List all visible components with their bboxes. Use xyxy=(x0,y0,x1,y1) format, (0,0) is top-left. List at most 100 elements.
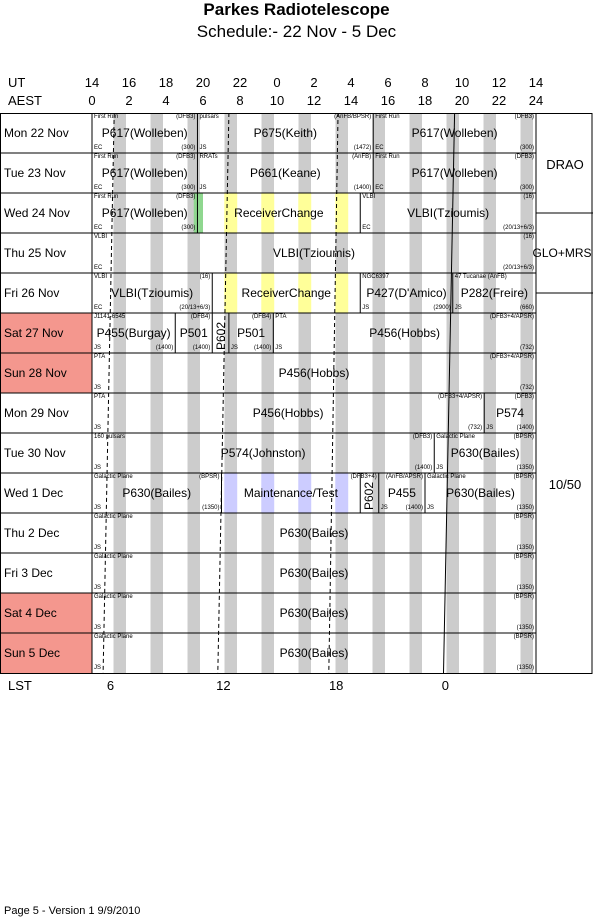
block-note-bottom-right: (1472) xyxy=(353,145,372,151)
block-note-bottom-right: (1400) xyxy=(414,465,433,471)
block-note-top-right: (DFB3) xyxy=(176,194,196,200)
block-note-bottom-right: (1350) xyxy=(516,505,534,511)
block-note-bottom-right: (1350) xyxy=(516,545,534,551)
block-note-top-left: First Run xyxy=(94,114,119,120)
ut-tick: 0 xyxy=(273,75,281,90)
block-note-bottom-left: JS xyxy=(94,385,102,391)
lst-tick: 6 xyxy=(106,678,115,693)
block-note-bottom-right: (1400) xyxy=(405,505,423,511)
block-note-top-left: Galactic Plane xyxy=(94,634,133,640)
block-note-bottom-left: JS xyxy=(436,465,444,471)
block-note-bottom-right: (1400) xyxy=(192,345,211,351)
block-note-bottom-right: (1350) xyxy=(516,665,534,671)
ut-tick: 2 xyxy=(310,75,318,90)
block-title: P617(Wolleben) xyxy=(411,126,498,140)
block-note-top-left: VLBI xyxy=(94,234,108,240)
weekend-day-bg xyxy=(0,633,92,673)
block-title: P630(Bailes) xyxy=(122,486,192,500)
block-title: P501 xyxy=(237,326,266,340)
block-note-top-right: (DFB3) xyxy=(412,434,433,440)
block-note-top-right: (DFB3+4/APSR) xyxy=(438,394,483,400)
block-note-top-left: Galactic Plane xyxy=(427,474,466,480)
block-note-bottom-left: JS xyxy=(94,625,102,631)
block-title: P602 xyxy=(362,481,377,510)
block-note-top-left: RRATs xyxy=(199,154,218,160)
block-title: P574 xyxy=(496,406,525,420)
block-title: P617(Wolleben) xyxy=(101,126,188,140)
day-label: Mon 22 Nov xyxy=(4,126,69,140)
day-label: Sun 5 Dec xyxy=(4,646,61,660)
block-note-top-right: (BPSR) xyxy=(513,514,534,520)
lst-line xyxy=(102,112,115,674)
block-note-bottom-right: (732) xyxy=(468,425,483,431)
ut-tick: 14 xyxy=(528,75,544,90)
block-title: VLBI(Tzioumis) xyxy=(407,206,490,220)
aest-tick: 10 xyxy=(269,93,285,108)
block-title: P661(Keane) xyxy=(249,166,321,180)
receiver-change-stripe xyxy=(261,193,275,233)
day-label: Thu 25 Nov xyxy=(4,246,67,260)
block-note-top-left: First Run xyxy=(375,154,400,160)
day-label: Fri 3 Dec xyxy=(4,566,53,580)
block-note-bottom-left: JS xyxy=(486,425,494,431)
aest-tick: 4 xyxy=(162,93,170,108)
block-note-top-right: (DFB3+4/APSR) xyxy=(489,354,534,360)
lst-label: LST xyxy=(8,678,32,693)
aest-tick: 22 xyxy=(491,93,507,108)
block-title: P456(Hobbs) xyxy=(278,366,350,380)
block-note-top-right: (DFB4) xyxy=(190,314,211,320)
ut-tick: 6 xyxy=(384,75,392,90)
receiver-change-stripe xyxy=(335,273,349,313)
block-note-bottom-left: EC xyxy=(94,265,103,271)
block-note-top-left: First Run xyxy=(94,194,119,200)
block-title: Maintenance/Test xyxy=(243,486,338,500)
block-title: P630(Bailes) xyxy=(279,526,349,540)
block-title: P617(Wolleben) xyxy=(411,166,498,180)
block-note-top-left: J1141-6545 xyxy=(94,314,126,320)
block-title: P455(Burgay) xyxy=(96,326,171,340)
block-note-bottom-right: (1400) xyxy=(353,185,372,191)
day-label: Sat 27 Nov xyxy=(4,326,64,340)
day-label: Mon 29 Nov xyxy=(4,406,69,420)
block-note-top-left: PTA xyxy=(94,354,106,360)
block-title: P574(Johnston) xyxy=(220,446,306,460)
block-title: P456(Hobbs) xyxy=(252,406,324,420)
maintenance-stripe xyxy=(298,473,312,513)
block-title: VLBI(Tzioumis) xyxy=(272,246,356,260)
block-note-bottom-left: EC xyxy=(375,185,384,191)
side-label-glo-mrs: GLO+MRS xyxy=(532,246,592,260)
ut-tick: 4 xyxy=(347,75,355,90)
block-title: P630(Bailes) xyxy=(450,446,520,460)
block-title: P617(Wolleben) xyxy=(101,206,188,220)
ut-tick: 14 xyxy=(84,75,100,90)
day-label: Wed 1 Dec xyxy=(4,486,64,500)
day-label: Thu 2 Dec xyxy=(4,526,60,540)
block-note-top-left: Galactic Plane xyxy=(94,474,133,480)
side-label-10-50: 10/50 xyxy=(548,477,582,492)
aest-label: AEST xyxy=(8,93,42,108)
block-note-top-left: First Run xyxy=(375,114,400,120)
receiver-change-stripe xyxy=(298,273,312,313)
block-title: P617(Wolleben) xyxy=(101,166,188,180)
block-note-top-left: PTA xyxy=(275,314,287,320)
block-title: ReceiverChange xyxy=(234,206,324,220)
block-note-bottom-left: JS xyxy=(362,305,370,311)
block-note-bottom-left: JS xyxy=(230,345,238,351)
block-note-bottom-left: JS xyxy=(94,545,102,551)
block-note-bottom-right: (300) xyxy=(519,185,534,191)
block-note-bottom-left: EC xyxy=(362,225,371,231)
ut-label: UT xyxy=(8,75,26,90)
block-title: P456(Hobbs) xyxy=(369,326,440,340)
receiver-change-stripe xyxy=(224,273,238,313)
aest-tick: 8 xyxy=(236,93,244,108)
block-title: P675(Keith) xyxy=(253,126,317,140)
page-title: Parkes Radiotelescope xyxy=(203,0,390,19)
aest-tick: 12 xyxy=(306,93,322,108)
day-label: Sat 4 Dec xyxy=(4,606,57,620)
footer: Page 5 - Version 1 9/9/2010 xyxy=(4,905,141,917)
block-note-top-left: VLBI xyxy=(362,194,376,200)
block-note-bottom-right: (20/13+6/3) xyxy=(503,225,534,231)
block-title: P630(Bailes) xyxy=(446,486,515,500)
block-note-top-right: (AnFB/APSR) xyxy=(385,474,423,480)
